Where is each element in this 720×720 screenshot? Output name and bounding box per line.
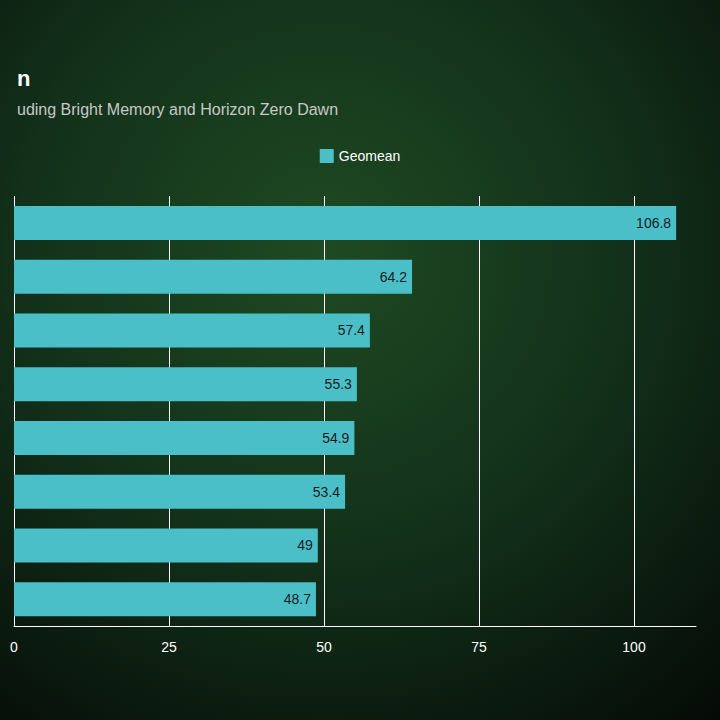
svg-text:n: n [17, 66, 30, 91]
svg-text:0: 0 [10, 639, 18, 655]
svg-text:50: 50 [316, 639, 332, 655]
svg-text:57.4: 57.4 [338, 322, 365, 338]
svg-text:75: 75 [471, 639, 487, 655]
svg-text:Geomean: Geomean [339, 148, 400, 164]
svg-text:uding Bright Memory and Horizo: uding Bright Memory and Horizon Zero Daw… [17, 101, 338, 118]
svg-text:100: 100 [622, 639, 646, 655]
svg-text:106.8: 106.8 [636, 215, 671, 231]
svg-text:54.9: 54.9 [322, 430, 349, 446]
svg-text:25: 25 [161, 639, 177, 655]
svg-text:53.4: 53.4 [313, 484, 340, 500]
svg-text:48.7: 48.7 [284, 591, 311, 607]
svg-text:49: 49 [297, 537, 313, 553]
svg-text:64.2: 64.2 [380, 269, 407, 285]
svg-text:55.3: 55.3 [325, 376, 352, 392]
